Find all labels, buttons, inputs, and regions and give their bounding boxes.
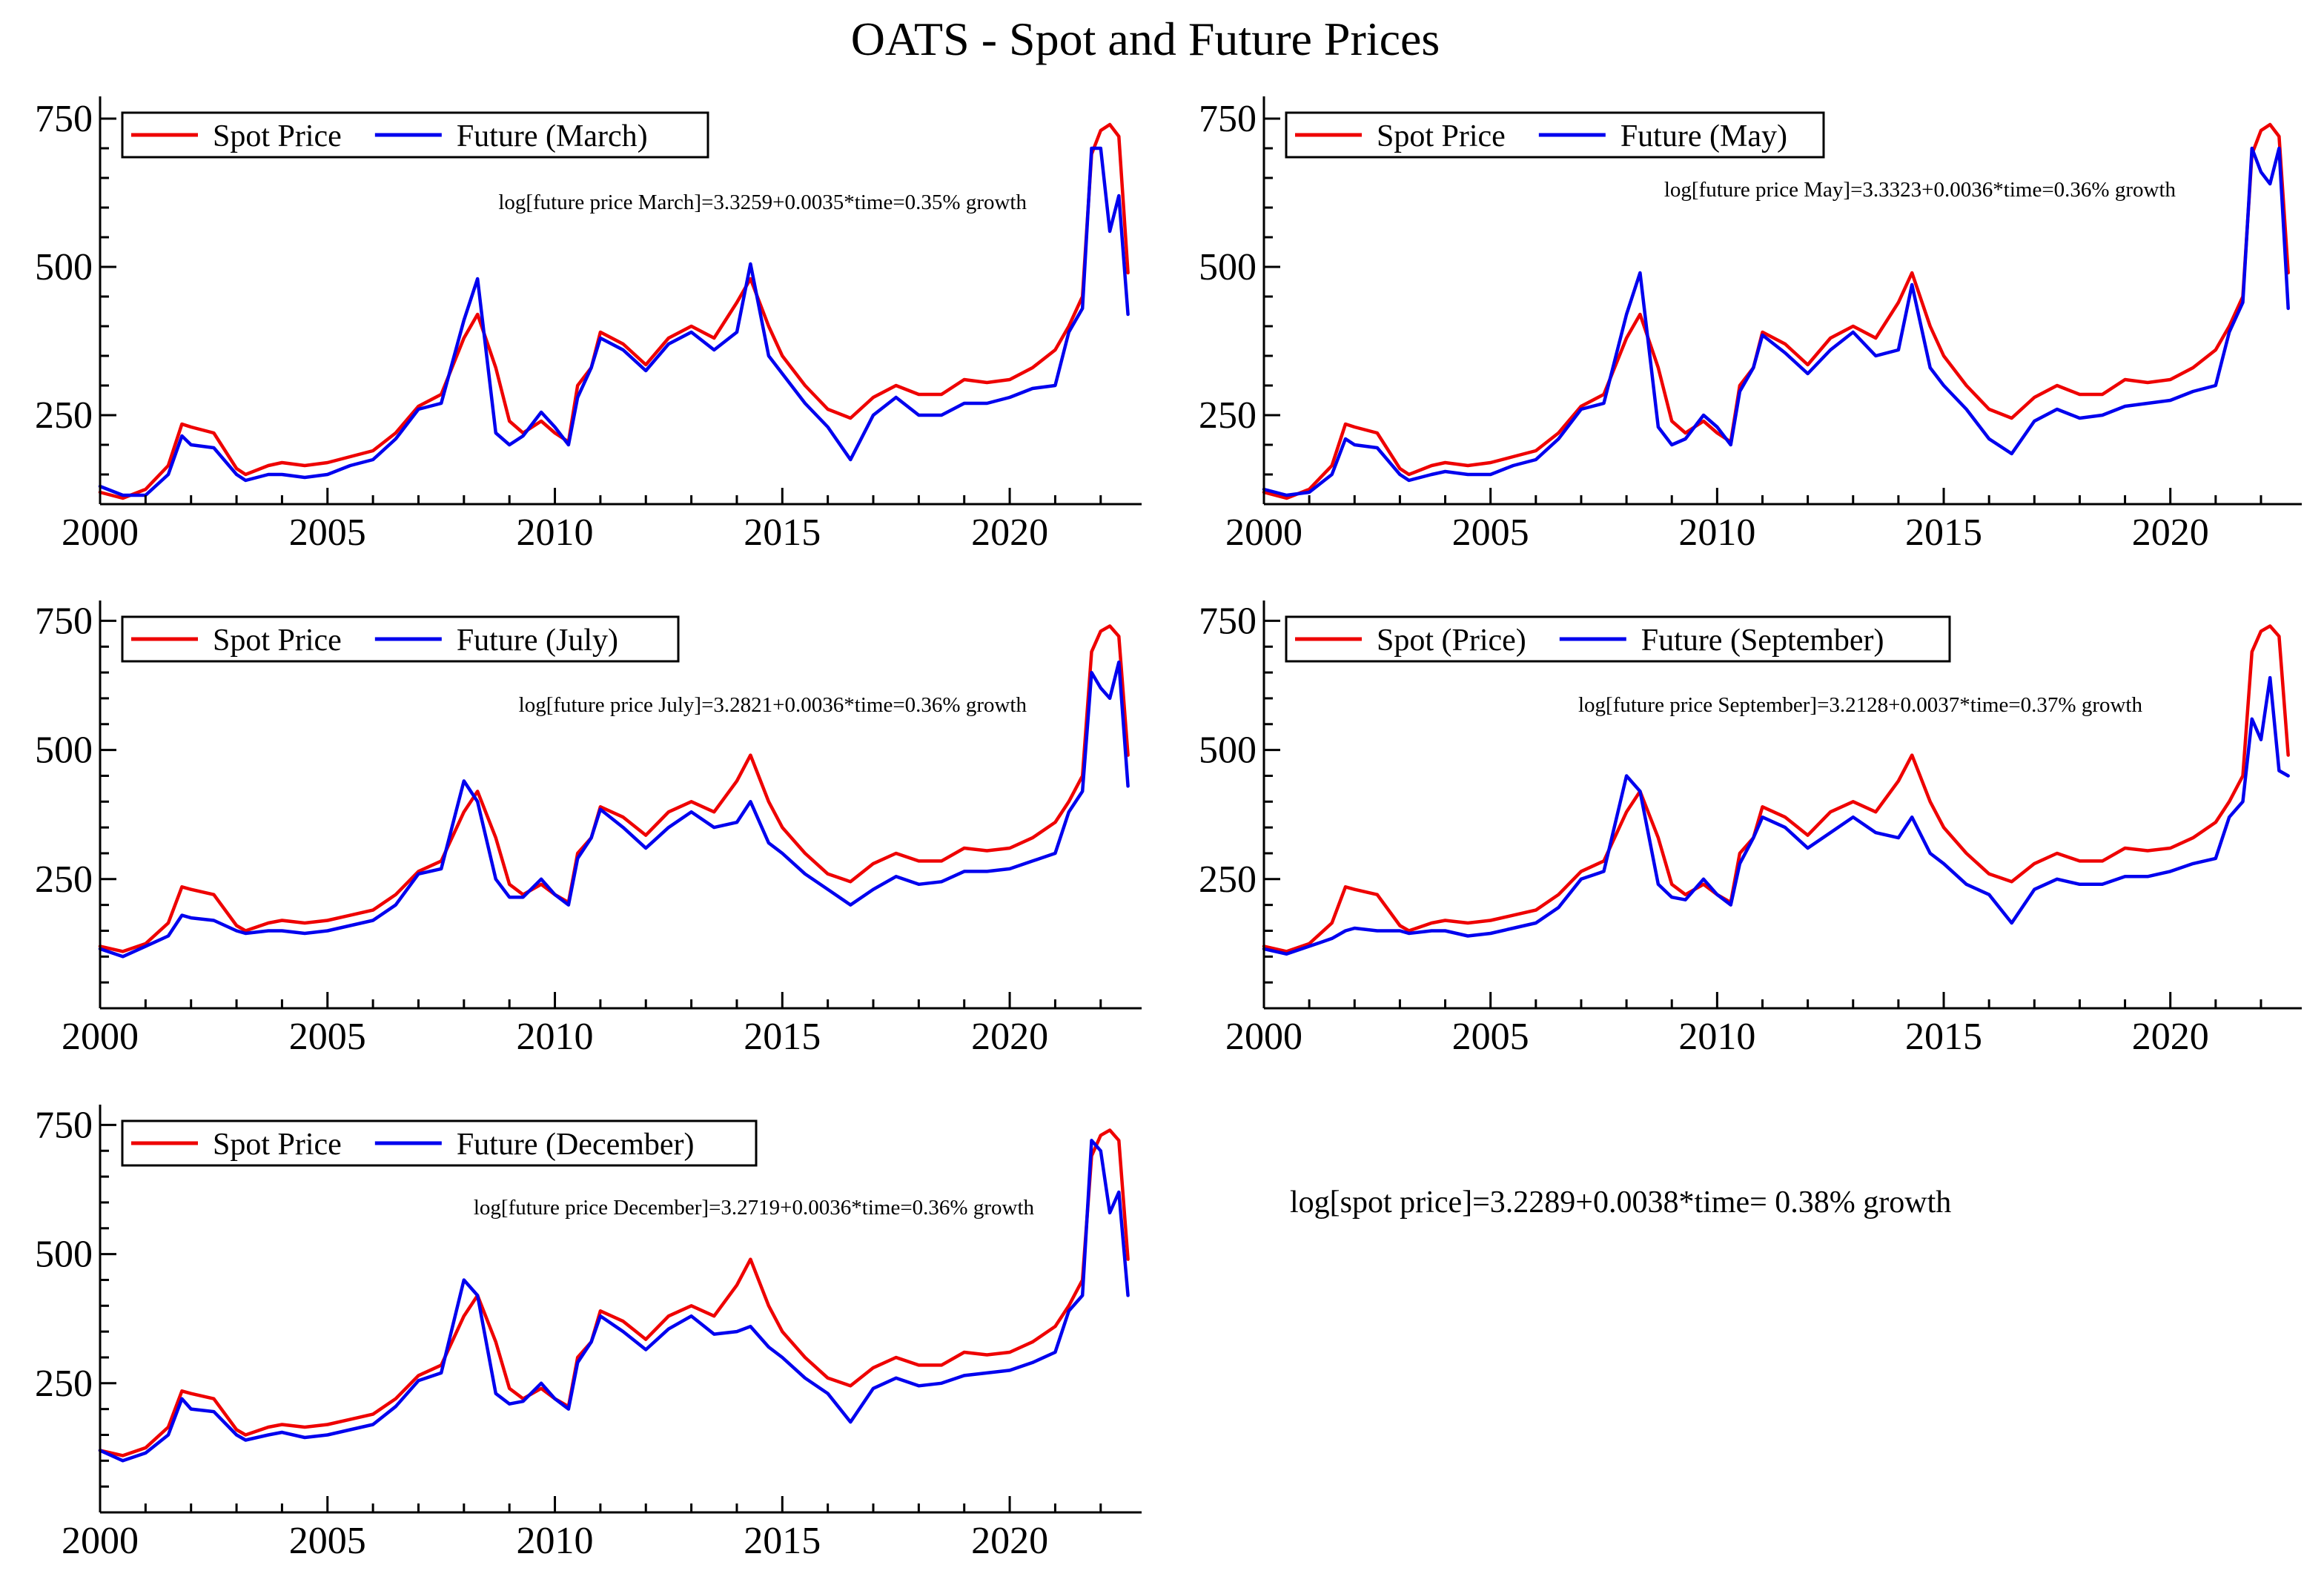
legend-label-future-december: Future (December) xyxy=(457,1128,695,1162)
x-tick-label-may-2000: 2000 xyxy=(1225,512,1302,554)
x-tick-label-july-2010: 2010 xyxy=(517,1016,594,1058)
x-tick-label-december-2020: 2020 xyxy=(971,1520,1048,1562)
series-line-spot-september xyxy=(1262,624,2290,953)
legend-label-spot-may: Spot Price xyxy=(1377,119,1506,153)
panel-july: 2000 2005 2010 2015 2020 250 500 750 Spot Price F… xyxy=(35,600,1142,1058)
y-tick-label-september-750: 750 xyxy=(1199,600,1257,642)
x-tick-label-may-2010: 2010 xyxy=(1678,512,1755,554)
x-tick-label-december-2005: 2005 xyxy=(289,1520,366,1562)
x-tick-label-march-2000: 2000 xyxy=(62,512,139,554)
panel-december: 2000 2005 2010 2015 2020 250 500 750 Spot Price F… xyxy=(35,1104,1142,1562)
y-tick-label-march-500: 500 xyxy=(35,246,93,288)
series-line-spot-march xyxy=(98,122,1130,500)
legend-may: Spot Price Future (May) xyxy=(1285,111,1825,159)
x-tick-label-july-2015: 2015 xyxy=(744,1016,821,1058)
y-tick-label-december-500: 500 xyxy=(35,1234,93,1276)
x-tick-label-may-2005: 2005 xyxy=(1452,512,1529,554)
x-tick-label-march-2010: 2010 xyxy=(517,512,594,554)
legend-label-spot-july: Spot Price xyxy=(213,623,342,658)
x-tick-label-september-2020: 2020 xyxy=(2132,1016,2209,1058)
x-tick-label-march-2015: 2015 xyxy=(744,512,821,554)
y-tick-label-march-750: 750 xyxy=(35,98,93,140)
y-tick-label-may-500: 500 xyxy=(1199,246,1257,288)
y-tick-label-march-250: 250 xyxy=(35,394,93,437)
y-tick-label-september-500: 500 xyxy=(1199,730,1257,772)
regression-annotation-july: log[future price July]=3.2821+0.0036*tim… xyxy=(519,693,1027,717)
y-tick-label-july-500: 500 xyxy=(35,730,93,772)
regression-annotation-may: log[future price May]=3.3323+0.0036*time… xyxy=(1664,178,2176,202)
y-tick-label-may-750: 750 xyxy=(1199,98,1257,140)
legend-label-spot-december: Spot Price xyxy=(213,1128,342,1162)
figure-title: OATS - Spot and Future Prices xyxy=(851,13,1440,65)
y-tick-label-july-750: 750 xyxy=(35,600,93,642)
y-tick-label-december-250: 250 xyxy=(35,1363,93,1405)
x-tick-label-september-2015: 2015 xyxy=(1905,1016,1982,1058)
x-tick-label-march-2020: 2020 xyxy=(971,512,1048,554)
series-line-future-may xyxy=(1262,146,2290,497)
legend-label-future-march: Future (March) xyxy=(457,119,648,153)
series-line-future-september xyxy=(1262,675,2290,956)
y-tick-label-december-750: 750 xyxy=(35,1104,93,1146)
series-line-future-march xyxy=(98,146,1130,497)
y-tick-label-september-250: 250 xyxy=(1199,858,1257,901)
x-tick-label-december-2000: 2000 xyxy=(62,1520,139,1562)
legend-july: Spot Price Future (July) xyxy=(121,615,680,663)
panel-march: 2000 2005 2010 2015 2020 250 500 750 Spot Price F… xyxy=(35,96,1142,554)
series-line-future-december xyxy=(98,1139,1130,1463)
x-tick-label-september-2005: 2005 xyxy=(1452,1016,1529,1058)
legend-march: Spot Price Future (March) xyxy=(121,111,709,159)
legend-december: Spot Price Future (December) xyxy=(121,1119,758,1167)
legend-label-future-may: Future (May) xyxy=(1620,119,1787,153)
x-tick-label-march-2005: 2005 xyxy=(289,512,366,554)
x-tick-label-december-2015: 2015 xyxy=(744,1520,821,1562)
y-tick-label-july-250: 250 xyxy=(35,858,93,901)
x-tick-label-december-2010: 2010 xyxy=(517,1520,594,1562)
series-line-spot-july xyxy=(98,624,1130,953)
regression-annotation-march: log[future price March]=3.3259+0.0035*ti… xyxy=(498,191,1027,214)
x-tick-label-may-2020: 2020 xyxy=(2132,512,2209,554)
x-tick-label-september-2010: 2010 xyxy=(1678,1016,1755,1058)
series-line-future-july xyxy=(98,660,1130,959)
y-tick-label-may-250: 250 xyxy=(1199,394,1257,437)
regression-annotation-december: log[future price December]=3.2719+0.0036… xyxy=(474,1196,1035,1220)
legend-september: Spot (Price) Future (September) xyxy=(1285,615,1951,663)
series-line-spot-december xyxy=(98,1128,1130,1458)
x-tick-label-july-2005: 2005 xyxy=(289,1016,366,1058)
x-tick-label-july-2020: 2020 xyxy=(971,1016,1048,1058)
x-tick-label-may-2015: 2015 xyxy=(1905,512,1982,554)
legend-label-spot-march: Spot Price xyxy=(213,119,342,153)
series-line-spot-may xyxy=(1262,122,2290,500)
legend-label-future-july: Future (July) xyxy=(457,623,618,658)
panel-september: 2000 2005 2010 2015 2020 250 500 750 Spot (Price… xyxy=(1199,600,2302,1058)
spot-regression-annotation: log[spot price]=3.2289+0.0038*time= 0.38… xyxy=(1290,1185,1951,1220)
legend-label-future-september: Future (September) xyxy=(1641,623,1884,658)
panel-may: 2000 2005 2010 2015 2020 250 500 750 Spot Price F… xyxy=(1199,96,2302,554)
x-tick-label-july-2000: 2000 xyxy=(62,1016,139,1058)
panels: 2000 2005 2010 2015 2020 250 500 750 Spot Price F… xyxy=(35,96,2302,1562)
x-tick-label-september-2000: 2000 xyxy=(1225,1016,1302,1058)
regression-annotation-september: log[future price September]=3.2128+0.003… xyxy=(1578,693,2143,717)
legend-label-spot-september: Spot (Price) xyxy=(1377,623,1526,658)
